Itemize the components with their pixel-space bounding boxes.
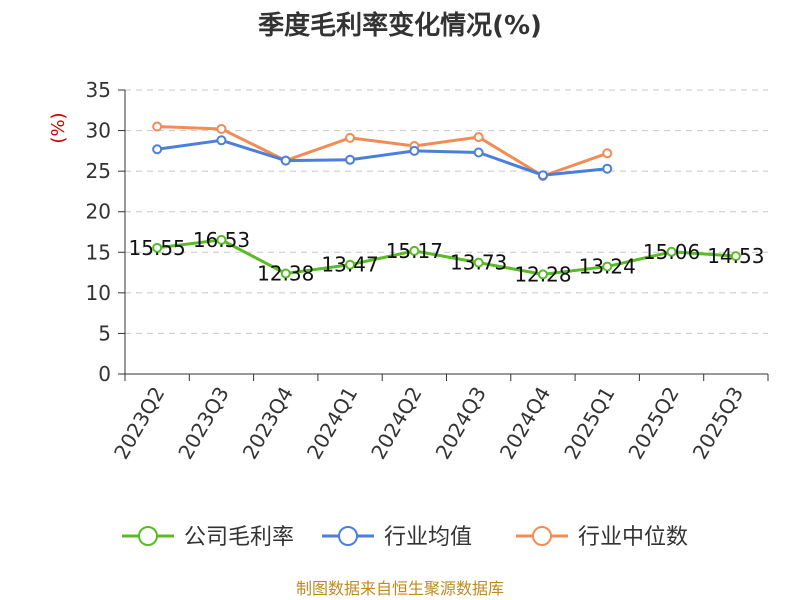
x-axis-ticks: 2023Q2 2023Q3 2023Q4 2024Q1 2024Q2 2024Q3 2024… (109, 374, 769, 464)
legend-label: 行业中位数 (578, 525, 688, 550)
y-axis-unit: (%) (48, 112, 69, 143)
legend-label: 公司毛利率 (184, 525, 294, 550)
data-point (216, 234, 227, 245)
data-label: 15.17 (386, 239, 443, 263)
series-line (156, 238, 736, 276)
legend[interactable]: 公司毛利率 行业均值 行业中位数 (122, 525, 688, 550)
y-tick-label: 25 (86, 159, 111, 183)
data-labels: 15.55 16.53 12.38 13.47 15.17 13.73 12.28 13.24… (129, 228, 765, 286)
x-tick-label: 2025Q1 (559, 383, 619, 464)
y-tick-label: 5 (98, 321, 111, 345)
data-point (730, 251, 741, 262)
data-point (345, 154, 356, 165)
data-point (602, 261, 613, 272)
x-tick-label: 2024Q1 (302, 383, 362, 464)
data-point (216, 123, 227, 134)
series-line (157, 125, 608, 178)
data-point (152, 144, 163, 155)
data-label: 16.53 (193, 228, 250, 252)
legend-marker-icon (532, 526, 552, 546)
y-tick-label: 10 (86, 281, 111, 305)
series-0 (152, 234, 741, 280)
data-point (473, 132, 484, 143)
x-tick-label: 2025Q3 (688, 383, 748, 464)
data-point (216, 135, 227, 146)
data-label: 12.28 (514, 262, 571, 286)
y-tick-label: 0 (98, 362, 111, 386)
legend-marker-icon (138, 526, 158, 546)
data-label: 15.55 (129, 236, 186, 260)
legend-item-2[interactable]: 行业中位数 (516, 525, 688, 550)
data-point (409, 145, 420, 156)
legend-label: 行业均值 (384, 525, 472, 550)
chart-title: 季度毛利率变化情况(%) (258, 10, 542, 41)
data-label: 13.47 (321, 253, 378, 277)
x-tick-label: 2024Q4 (495, 383, 555, 464)
data-point (537, 269, 548, 280)
data-point (345, 132, 356, 143)
y-tick-label: 15 (86, 240, 111, 264)
data-label: 15.06 (643, 240, 700, 264)
data-point (152, 242, 163, 253)
data-point (280, 268, 291, 279)
series-line (156, 138, 608, 177)
source-note: 制图数据来自恒生聚源数据库 (296, 579, 504, 598)
data-point (537, 170, 548, 181)
x-tick-label: 2024Q3 (431, 383, 491, 464)
data-point (473, 257, 484, 268)
y-tick-label: 20 (86, 200, 111, 224)
data-point (152, 121, 163, 132)
x-tick-label: 2023Q2 (109, 383, 169, 464)
legend-item-1[interactable]: 行业均值 (322, 525, 472, 550)
data-point (409, 245, 420, 256)
data-point (345, 259, 356, 270)
data-point (473, 147, 484, 158)
data-point (666, 246, 677, 257)
data-point (602, 148, 613, 159)
series-group (152, 121, 741, 280)
y-axis-ticks: 0 5 10 15 20 25 30 35 (86, 78, 125, 386)
series-1 (152, 135, 613, 181)
y-tick-label: 30 (86, 119, 111, 143)
data-label: 13.24 (579, 255, 636, 279)
data-label: 14.53 (707, 244, 764, 268)
data-label: 13.73 (450, 251, 507, 275)
x-tick-label: 2024Q2 (366, 383, 426, 464)
legend-marker-icon (338, 526, 358, 546)
x-tick-label: 2023Q4 (238, 383, 298, 464)
legend-item-0[interactable]: 公司毛利率 (122, 525, 294, 550)
grid-lines (125, 89, 768, 334)
y-tick-label: 35 (86, 78, 111, 102)
x-tick-label: 2023Q3 (173, 383, 233, 464)
data-label: 12.38 (257, 262, 314, 286)
data-point (280, 155, 291, 166)
x-tick-label: 2025Q2 (623, 383, 683, 464)
data-point (602, 163, 613, 174)
